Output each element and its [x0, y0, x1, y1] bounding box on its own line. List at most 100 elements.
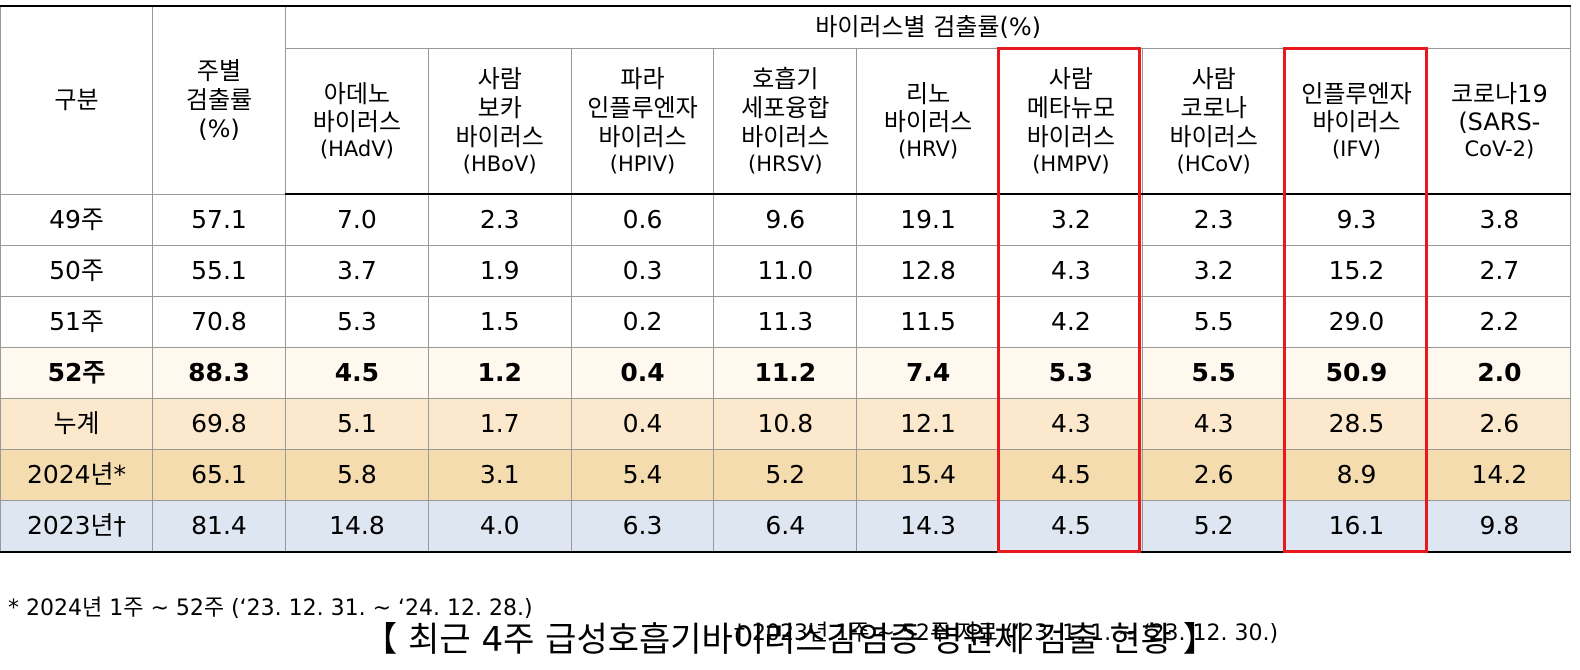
cell: 0.3 — [570, 245, 715, 297]
cell: 3.7 — [285, 245, 429, 297]
cell: 3.2 — [1141, 245, 1286, 297]
header-cell: 사람 메타뉴모 바이러스 (HMPV) — [998, 48, 1143, 195]
header-line: 코로나 — [1180, 94, 1247, 122]
data-row: 2024년* 65.1 5.8 3.1 5.4 5.2 15.4 4.5 2.6 8.9 14.2 — [0, 449, 1572, 501]
header-line: 바이러스 — [598, 122, 687, 151]
header-line: (HRSV) — [748, 151, 823, 176]
header-line: 사람 — [1191, 65, 1236, 94]
cell: 3.8 — [1427, 194, 1572, 246]
header-cell: 구분 — [0, 5, 153, 195]
header-line: (SARS- — [1458, 108, 1541, 137]
cell: 4.3 — [998, 245, 1143, 297]
cell: 6.4 — [713, 500, 858, 553]
header-line: (HPIV) — [609, 151, 676, 176]
header-line: 바이러스 — [883, 108, 973, 137]
header-line: 바이러스 — [1169, 122, 1258, 151]
cell: 69.8 — [152, 398, 286, 450]
header-line: 검출률 — [185, 85, 253, 114]
cell: 51주 — [0, 296, 153, 348]
header-line: (IFV) — [1331, 137, 1381, 162]
cell: 3.2 — [998, 194, 1143, 246]
cell: 2.2 — [1427, 296, 1572, 348]
cell: 5.2 — [713, 449, 858, 501]
cell: 2.0 — [1427, 347, 1572, 399]
cell: 4.2 — [998, 296, 1143, 348]
group-header: 바이러스별 검출률(%) — [284, 5, 1572, 49]
cell: 4.3 — [998, 398, 1143, 450]
cell: 5.1 — [285, 398, 429, 450]
cell: 3.1 — [427, 449, 572, 501]
header-cell: 호흡기 세포융합 바이러스 (HRSV) — [713, 48, 858, 195]
header-line: 메타뉴모 — [1026, 94, 1116, 122]
cell: 누계 — [0, 398, 153, 450]
data-row: 51주 70.8 5.3 1.5 0.2 11.3 11.5 4.2 5.5 29.0 2.2 — [0, 296, 1572, 348]
cell: 14.2 — [1427, 449, 1572, 501]
header-cell: 리노 바이러스 (HRV) — [856, 48, 1000, 195]
header-line: 바이러스 — [1026, 122, 1116, 151]
cell: 12.8 — [856, 245, 1000, 297]
header-line: 리노 — [906, 79, 951, 108]
header-cell: 코로나19 (SARS- CoV-2) — [1427, 48, 1572, 195]
highlight-box — [997, 47, 1141, 553]
cell: 4.5 — [998, 449, 1143, 501]
cell: 4.3 — [1141, 398, 1286, 450]
cell: 10.8 — [713, 398, 858, 450]
header-line: 사람 — [477, 65, 522, 94]
cell: 2.7 — [1427, 245, 1572, 297]
header-line: (HAdV) — [319, 137, 394, 162]
cell: 5.8 — [285, 449, 429, 501]
header-cell: 사람 코로나 바이러스 (HCoV) — [1141, 48, 1286, 195]
footnotes: * 2024년 1주 ~ 52주 (‘23. 12. 31. ~ ‘24. 12… — [8, 565, 1278, 646]
footnote: * 2024년 1주 ~ 52주 (‘23. 12. 31. ~ ‘24. 12… — [8, 596, 533, 621]
footnote: † 2023년 1주 ~ 52주 자료 (‘23. 1. 1. ~ ‘23. 1… — [734, 621, 1279, 646]
cell: 0.6 — [570, 194, 715, 246]
cell: 50.9 — [1284, 347, 1429, 399]
cell: 5.5 — [1141, 347, 1286, 399]
cell: 81.4 — [152, 500, 286, 553]
header-line: 코로나19 — [1450, 79, 1548, 108]
header-line: CoV-2) — [1464, 137, 1535, 162]
cell: 5.3 — [285, 296, 429, 348]
header-line: 호흡기 — [752, 65, 819, 94]
data-row: 52주 88.3 4.5 1.2 0.4 11.2 7.4 5.3 5.5 50.9 2.0 — [0, 347, 1572, 399]
cell: 70.8 — [152, 296, 286, 348]
header-row: 구분 주별 검출률 (%) 바이러스별 검출률(%) — [0, 5, 1572, 195]
cell: 28.5 — [1284, 398, 1429, 450]
cell: 2.3 — [1141, 194, 1286, 246]
cell: 0.4 — [570, 347, 715, 399]
data-row: 50주 55.1 3.7 1.9 0.3 11.0 12.8 4.3 3.2 15.2 2.7 — [0, 245, 1572, 297]
cell: 2024년* — [0, 449, 153, 501]
header-line: (HMPV) — [1032, 151, 1110, 176]
header-line: 사람 — [1048, 65, 1093, 94]
cell: 12.1 — [856, 398, 1000, 450]
cell: 57.1 — [152, 194, 286, 246]
cell: 2.6 — [1427, 398, 1572, 450]
cell: 14.8 — [285, 500, 429, 553]
cell: 11.0 — [713, 245, 858, 297]
cell: 88.3 — [152, 347, 286, 399]
header-cell: 인플루엔자 바이러스 (IFV) — [1284, 48, 1429, 195]
header-line: 주별 — [196, 57, 242, 86]
cell: 8.9 — [1284, 449, 1429, 501]
cell: 7.4 — [856, 347, 1000, 399]
data-row: 누계 69.8 5.1 1.7 0.4 10.8 12.1 4.3 4.3 28.5 2.6 — [0, 398, 1572, 450]
cell: 19.1 — [856, 194, 1000, 246]
cell: 11.5 — [856, 296, 1000, 348]
cell: 14.3 — [856, 500, 1000, 553]
cell: 29.0 — [1284, 296, 1429, 348]
header-cell: 사람 보카 바이러스 (HBoV) — [427, 48, 572, 195]
cell: 1.2 — [427, 347, 572, 399]
cell: 9.8 — [1427, 500, 1572, 553]
header-line: (HBoV) — [462, 151, 537, 176]
header-line: (HRV) — [898, 137, 959, 162]
cell: 5.4 — [570, 449, 715, 501]
header-line: 바이러스 — [741, 122, 830, 151]
header-line: 바이러스 — [312, 108, 402, 137]
caption: 【 최근 4주 급성호흡기바이러스감염증 병원체 검출 현황 】 — [363, 620, 1217, 660]
cell: 4.5 — [998, 500, 1143, 553]
cell: 11.3 — [713, 296, 858, 348]
data-row: 49주 57.1 7.0 2.3 0.6 9.6 19.1 3.2 2.3 9.3 3.8 — [0, 194, 1572, 246]
cell: 4.0 — [427, 500, 572, 553]
header-cell: 주별 검출률 (%) — [152, 5, 286, 195]
